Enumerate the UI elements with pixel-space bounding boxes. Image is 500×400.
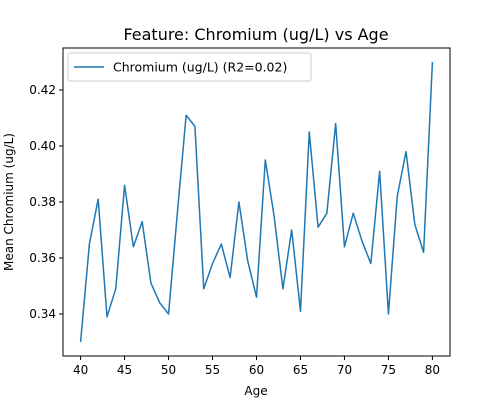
legend: Chromium (ug/L) (R2=0.02) [67,52,312,82]
x-tick-label: 45 [117,363,132,377]
series-line [79,61,434,343]
x-tick-label: 50 [161,363,176,377]
y-tick-label: 0.36 [29,251,56,265]
y-tick-label: 0.40 [29,139,56,153]
series-layer [79,61,434,343]
y-tick-label: 0.34 [29,307,56,321]
y-tick-label: 0.38 [29,195,56,209]
x-tick-label: 70 [337,363,352,377]
x-tick-label: 40 [73,363,88,377]
legend-label: Chromium (ug/L) (R2=0.02) [113,60,287,75]
x-tick-label: 75 [381,363,396,377]
x-tick-label: 80 [425,363,440,377]
chart-title: Feature: Chromium (ug/L) vs Age [123,25,388,44]
x-axis-ticks: 40 45 50 55 60 65 70 75 80 [73,356,440,377]
y-axis-title: Mean Chromium (ug/L) [2,133,16,271]
plot-area: 40 45 50 55 60 65 70 75 80 0.34 0.36 0.38 0.40 0.42 [29,47,451,377]
x-axis-title: Age [244,384,267,398]
x-tick-label: 60 [249,363,264,377]
legend-box [67,52,312,82]
y-tick-label: 0.42 [29,83,56,97]
x-tick-label: 65 [293,363,308,377]
x-tick-label: 55 [205,363,220,377]
y-axis-ticks: 0.34 0.36 0.38 0.40 0.42 [29,83,63,321]
